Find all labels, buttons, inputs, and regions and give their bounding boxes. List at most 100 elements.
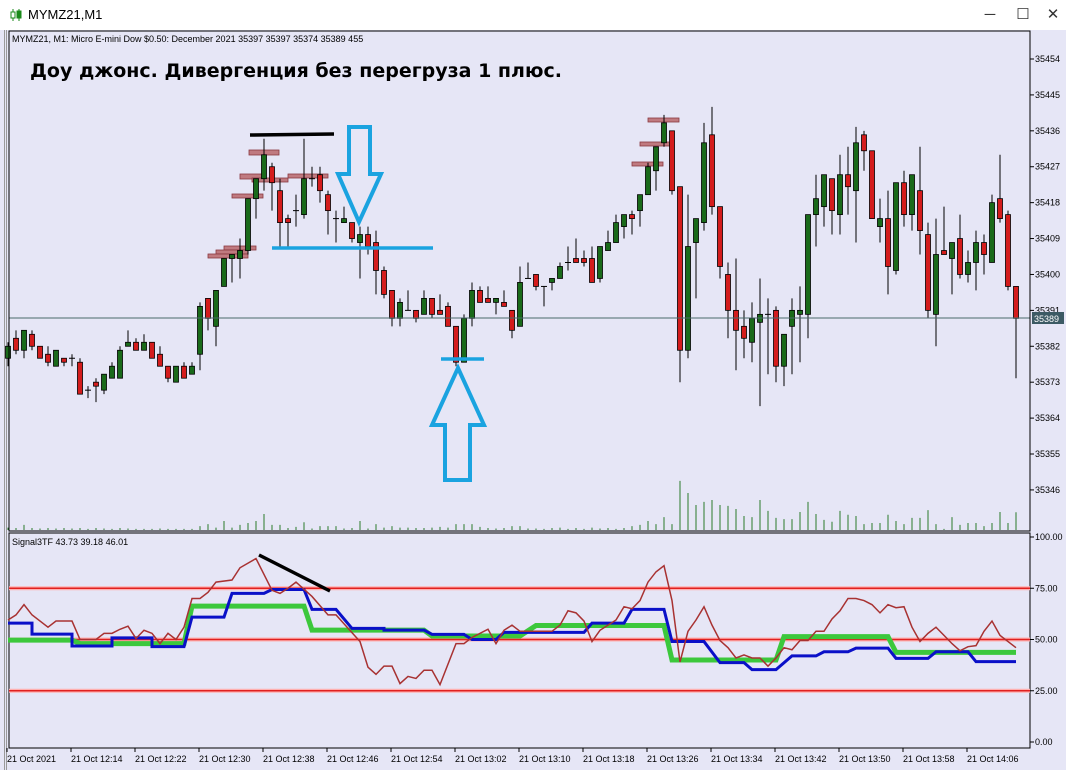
candle-body	[597, 246, 603, 279]
candle-body	[477, 290, 483, 303]
candle-body	[5, 345, 11, 359]
candle	[917, 146, 923, 255]
candle	[637, 194, 643, 227]
candle-body	[677, 186, 683, 351]
candle-body	[997, 198, 1003, 219]
candle-body	[389, 290, 395, 319]
current-price-label: 35389	[1034, 314, 1059, 324]
candle	[413, 309, 419, 323]
candle	[29, 330, 35, 351]
candle-body	[813, 198, 819, 216]
resistance-marker	[215, 249, 249, 255]
candle	[429, 297, 435, 319]
candle	[789, 298, 795, 375]
candle	[717, 206, 723, 279]
time-tick-label: 21 Oct 13:10	[519, 754, 571, 764]
candle	[373, 230, 379, 295]
candle	[725, 262, 731, 339]
candle	[549, 278, 555, 291]
candle-body	[349, 222, 355, 239]
candle-body	[749, 317, 755, 343]
annotation-top-line	[249, 132, 335, 137]
time-tick-label: 21 Oct 13:42	[775, 754, 827, 764]
window-title: MYMZ21,M1	[28, 7, 103, 22]
annotation-divergence-line	[258, 553, 331, 593]
down-arrow-icon	[334, 125, 385, 227]
candle	[533, 274, 539, 291]
candle	[949, 242, 955, 295]
price-tick-label: 35373	[1035, 377, 1060, 387]
oscillator-line	[7, 557, 1017, 687]
time-tick-label: 21 Oct 12:22	[135, 754, 187, 764]
candle	[37, 345, 43, 359]
candle	[245, 198, 251, 255]
candle	[773, 306, 779, 383]
candle	[829, 178, 835, 235]
candle-body	[885, 218, 891, 267]
candle	[805, 214, 811, 339]
candle-body	[341, 218, 347, 223]
candle-body	[573, 258, 579, 263]
window-left-border	[0, 30, 7, 770]
candle-body	[1013, 286, 1019, 319]
candle	[885, 190, 891, 295]
candle	[53, 349, 59, 367]
candle	[685, 194, 691, 359]
candle	[45, 346, 51, 367]
time-axis: 21 Oct 2021 21 Oct 12:14 21 Oct 12:22 21 Oc…	[6, 748, 1019, 764]
candle	[189, 362, 195, 375]
candle-body	[661, 122, 667, 144]
candle	[749, 302, 755, 363]
candle	[653, 146, 659, 191]
candle	[125, 330, 131, 347]
candle-body	[829, 178, 835, 212]
candle-body	[373, 242, 379, 271]
candle-body	[925, 234, 931, 311]
time-tick-label: 21 Oct 12:54	[391, 754, 443, 764]
candle-body	[725, 274, 731, 311]
candle-body	[981, 242, 987, 255]
maximize-button[interactable]: ☐	[1016, 6, 1030, 23]
candle	[869, 150, 875, 220]
candle	[781, 333, 787, 387]
candle	[341, 206, 347, 223]
candle-body	[189, 365, 195, 375]
price-tick-label: 35346	[1035, 485, 1060, 495]
title-bar: MYMZ21,M1 ─ ☐ ✕	[0, 0, 1066, 30]
candle	[269, 162, 275, 211]
candle	[501, 290, 507, 307]
time-tick-label: 21 Oct 14:06	[967, 754, 1019, 764]
candle	[381, 266, 387, 299]
candle-body	[693, 218, 699, 243]
minimize-button[interactable]: ─	[984, 6, 996, 23]
candle	[661, 114, 667, 147]
candle-body	[453, 325, 459, 363]
price-tick-label: 35364	[1035, 413, 1060, 423]
candle-body	[909, 174, 915, 216]
price-tick-label: 35382	[1035, 341, 1060, 351]
candle-body	[853, 142, 859, 192]
candle-body	[1005, 214, 1011, 287]
candle	[325, 190, 331, 235]
candle	[405, 290, 411, 311]
indicator-levels	[9, 586, 1030, 693]
candle-body	[949, 242, 955, 259]
candle	[277, 178, 283, 247]
up-arrow-icon	[428, 363, 488, 482]
candle-body	[397, 301, 403, 319]
candle-body	[45, 353, 51, 363]
chart-info-line: MYMZ21, M1: Micro E-mini Dow $0.50: Dece…	[12, 34, 364, 44]
candle-body	[629, 214, 635, 220]
candle	[421, 290, 427, 315]
candle	[229, 254, 235, 283]
indicator-tick-label: 100.00	[1035, 532, 1063, 542]
candle	[757, 278, 763, 407]
candle	[445, 302, 451, 327]
candle	[733, 258, 739, 371]
close-button[interactable]: ✕	[1046, 6, 1060, 23]
candle-body	[893, 182, 899, 271]
candle	[541, 285, 547, 307]
price-tick-label: 35418	[1035, 198, 1060, 208]
candle-body	[429, 297, 435, 315]
